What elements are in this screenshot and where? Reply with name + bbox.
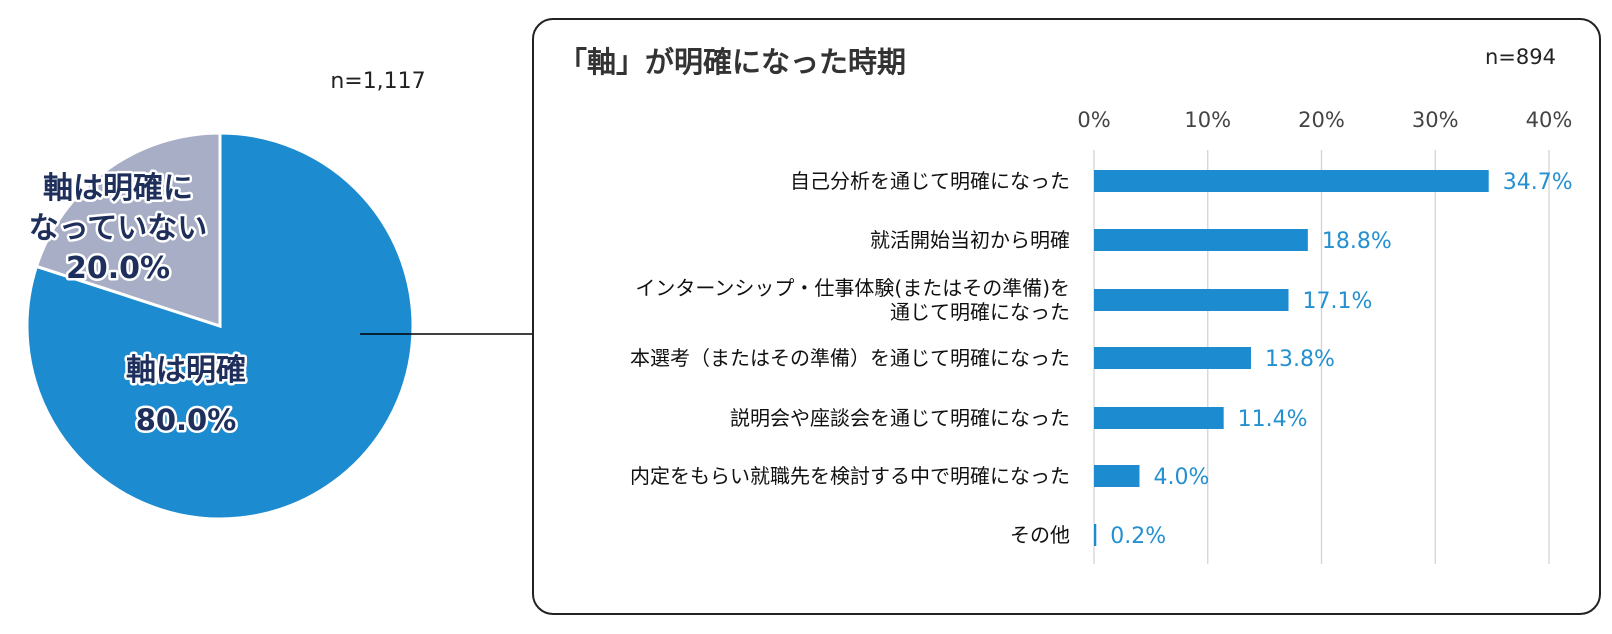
x-tick-label: 0%: [1077, 108, 1110, 132]
x-tick-label: 40%: [1526, 108, 1573, 132]
bar: [1094, 407, 1224, 429]
bar-panel: [532, 18, 1601, 615]
pie-slice-label: 軸は明確に: [43, 171, 193, 206]
pie-slice-label: 20.0%: [66, 251, 170, 286]
x-tick-label: 30%: [1412, 108, 1459, 132]
value-label: 13.8%: [1265, 347, 1335, 372]
bar: [1094, 289, 1289, 311]
bar: [1094, 170, 1489, 192]
x-tick-label: 10%: [1184, 108, 1231, 132]
pie-slice-label: 軸は明確: [126, 353, 246, 388]
bar-sample-size: n=894: [1485, 45, 1556, 69]
category-label: その他: [1010, 523, 1070, 547]
bar: [1094, 347, 1251, 369]
pie-slice: [34, 131, 222, 329]
pie-slice-label: 80.0%: [136, 403, 237, 437]
pie-sample-size: n=1,117: [330, 69, 425, 94]
category-label: 内定をもらい就職先を検討する中で明確になった: [630, 464, 1070, 488]
pie-slice-label: なっていない: [29, 211, 208, 246]
value-label: 34.7%: [1503, 170, 1573, 195]
bar-chart: 0% 10% 20% 30% 40% 自己分析を通じて明確になった 34.7% 就活開始当初か…: [630, 108, 1573, 564]
value-label: 0.2%: [1110, 524, 1166, 549]
category-label: 本選考（またはその準備）を通じて明確になった: [630, 346, 1070, 370]
value-label: 4.0%: [1154, 465, 1210, 490]
value-label: 11.4%: [1238, 407, 1308, 432]
category-label: インターンシップ・仕事体験(またはその準備)を: [635, 276, 1070, 300]
bar-chart-title: 「軸」が明確になった時期: [558, 45, 906, 79]
value-label: 18.8%: [1322, 229, 1392, 254]
category-label: 説明会や座談会を通じて明確になった: [730, 406, 1070, 430]
x-tick-label: 20%: [1298, 108, 1345, 132]
bar: [1094, 465, 1140, 487]
bar: [1094, 229, 1308, 251]
category-label: 通じて明確になった: [890, 300, 1070, 324]
bar: [1094, 524, 1097, 546]
category-label: 就活開始当初から明確: [870, 228, 1070, 252]
value-label: 17.1%: [1303, 289, 1373, 314]
category-label: 自己分析を通じて明確になった: [790, 169, 1070, 193]
